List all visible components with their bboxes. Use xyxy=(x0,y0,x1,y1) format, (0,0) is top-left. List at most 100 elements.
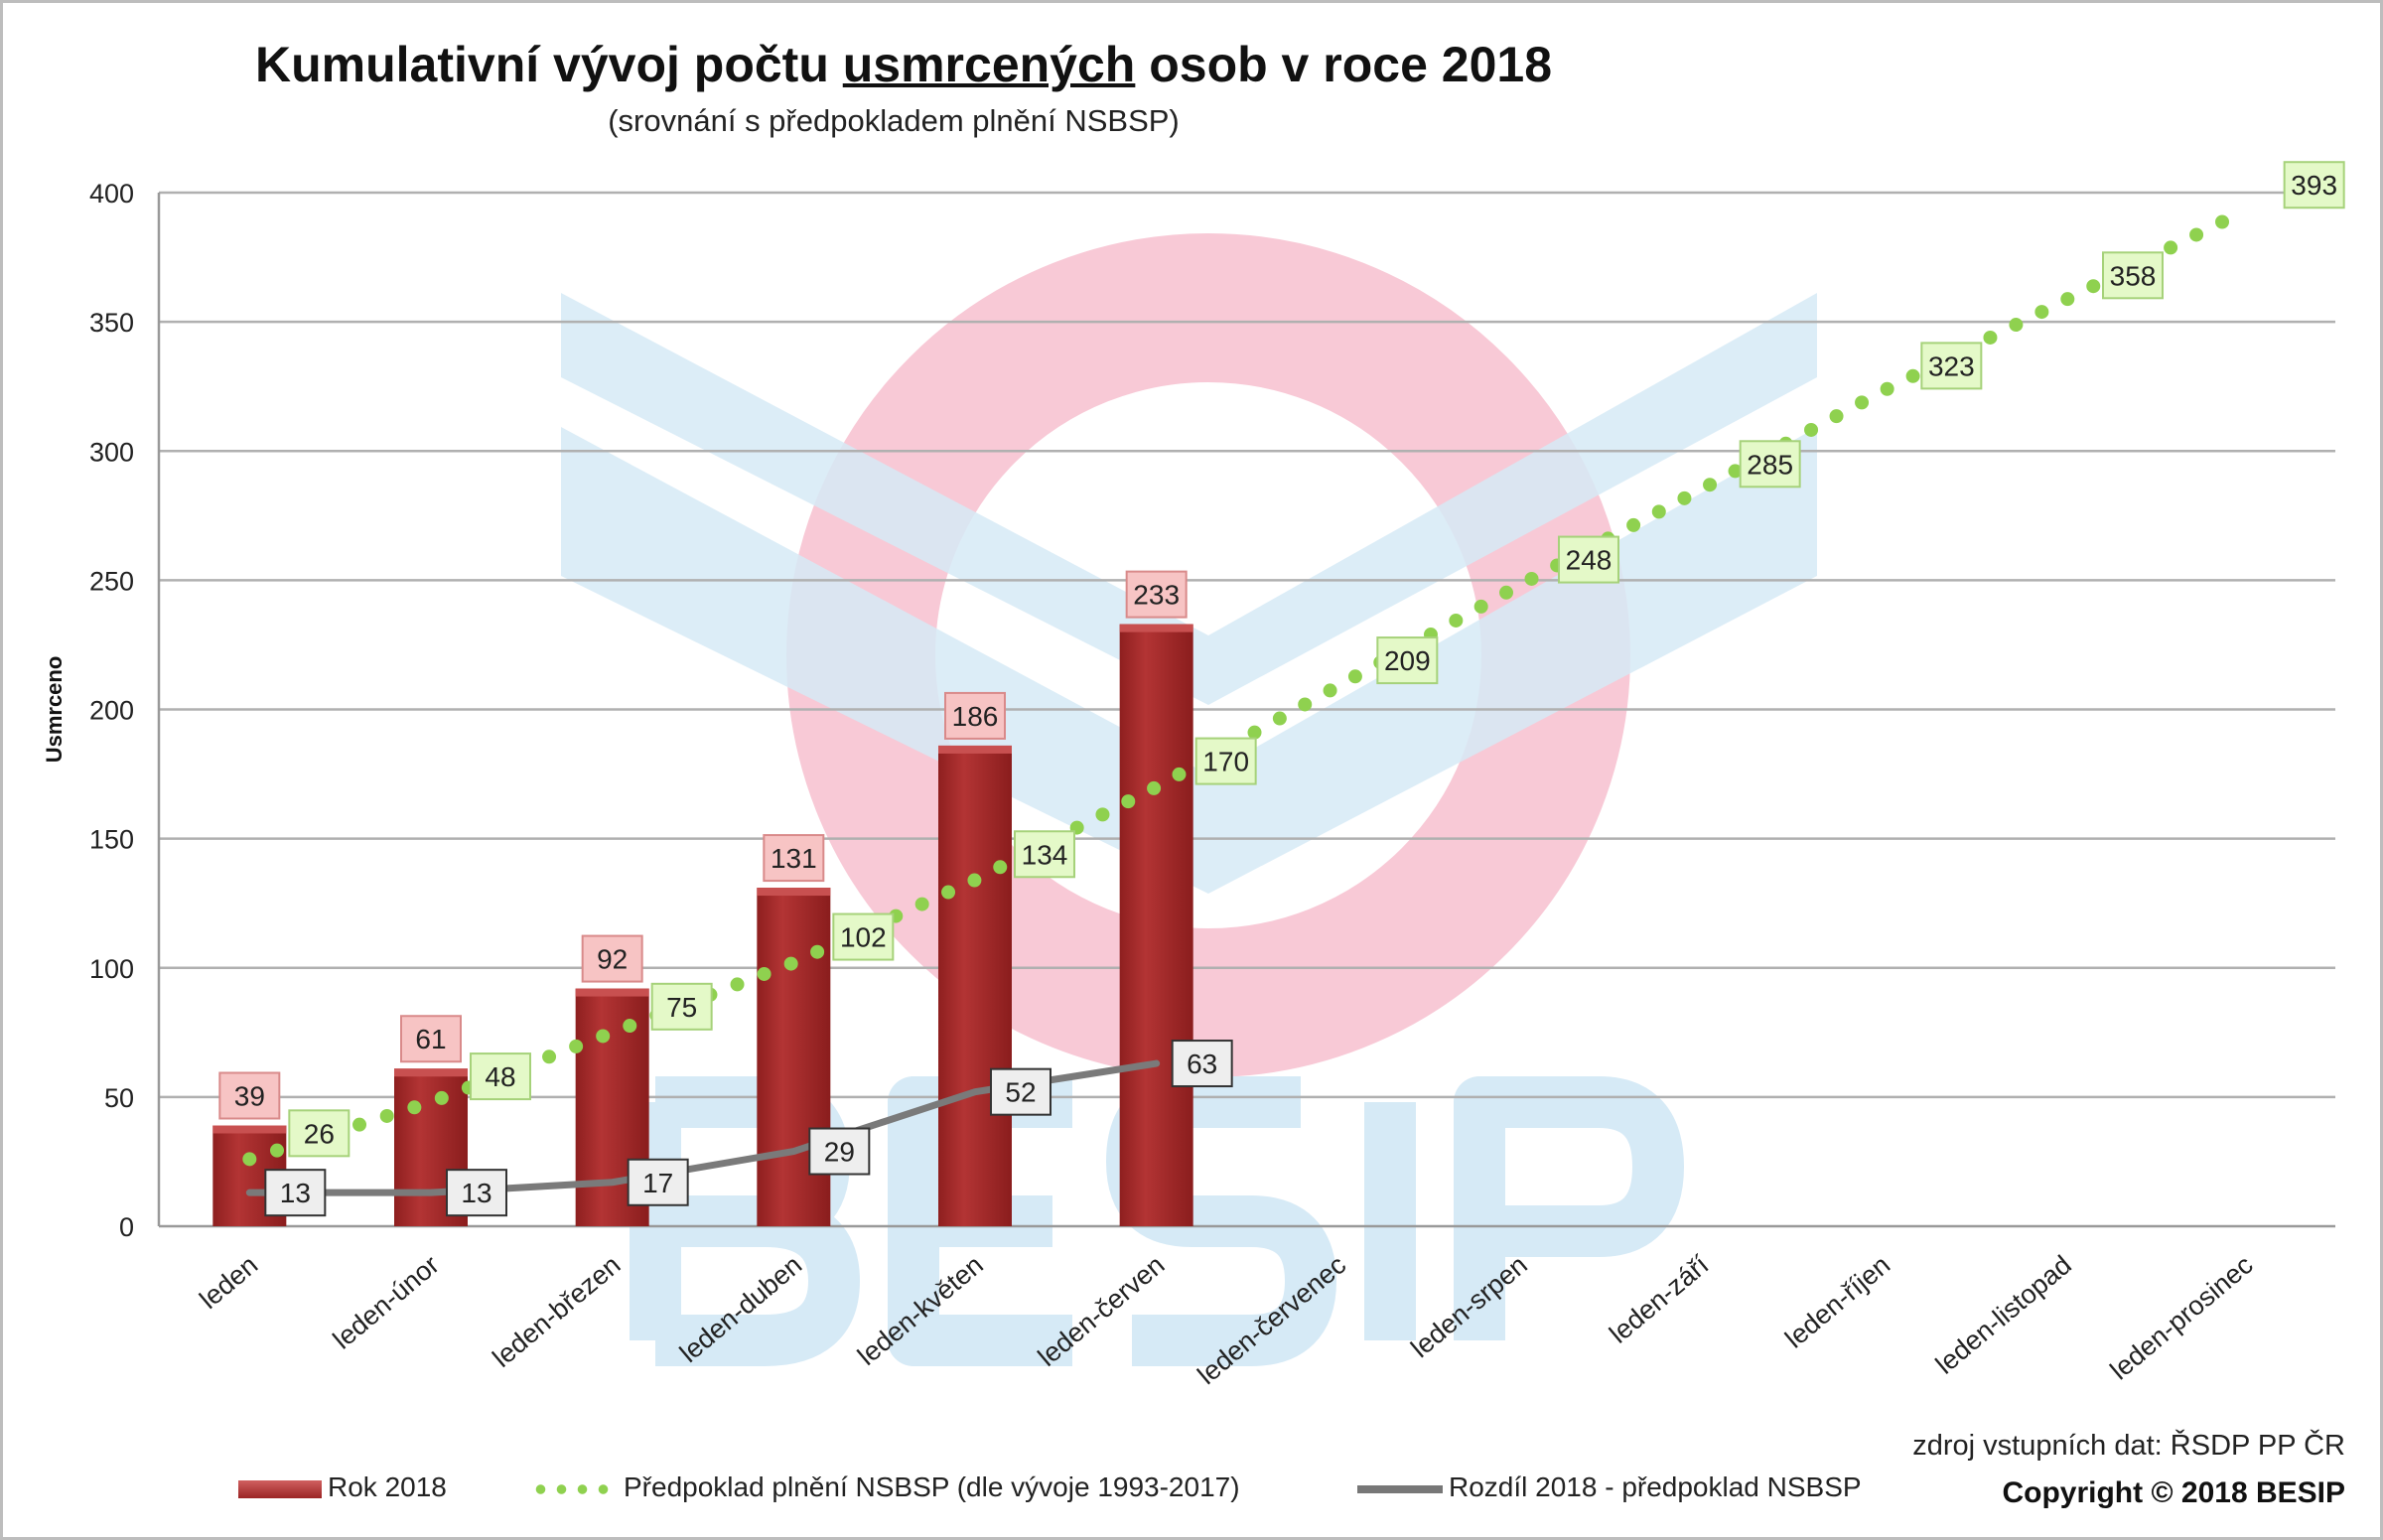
legend-label: Rok 2018 xyxy=(328,1471,447,1502)
x-tick-label: leden-září xyxy=(1604,1249,1715,1348)
y-tick-label: 400 xyxy=(89,179,134,209)
copyright: Copyright © 2018 BESIP xyxy=(2002,1476,2345,1509)
data-label-text: 102 xyxy=(840,922,887,953)
data-label-box xyxy=(581,934,643,983)
data-label-box xyxy=(944,691,1006,740)
predpoklad-data-label: 26 xyxy=(288,1109,350,1158)
data-label-box xyxy=(400,1015,462,1063)
predpoklad-data-label: 48 xyxy=(470,1052,531,1101)
title-part: osob v roce 2018 xyxy=(1135,37,1552,92)
data-label-box xyxy=(2102,251,2164,300)
bar-data-label: 39 xyxy=(218,1071,281,1120)
bar-rok-2018 xyxy=(757,888,831,1226)
data-label-text: 17 xyxy=(642,1168,673,1198)
data-label-box xyxy=(288,1109,350,1158)
data-label-text: 13 xyxy=(461,1178,491,1208)
watermark-chevron xyxy=(561,293,1817,705)
data-label-box xyxy=(1125,570,1188,619)
data-label-box xyxy=(470,1052,531,1101)
predpoklad-data-label: 134 xyxy=(1014,830,1075,879)
data-label-text: 358 xyxy=(2110,260,2157,291)
data-label-text: 75 xyxy=(666,992,697,1023)
data-label-text: 134 xyxy=(1022,839,1068,870)
data-label-text: 92 xyxy=(597,944,628,975)
legend-dots-swatch xyxy=(530,1483,616,1494)
bar-data-label: 92 xyxy=(581,934,643,983)
predpoklad-data-label: 75 xyxy=(650,982,713,1031)
predpoklad-dotted-line xyxy=(242,204,2252,1167)
y-tick-label: 250 xyxy=(89,566,134,596)
data-label-box xyxy=(808,1127,871,1176)
x-tick-label: leden-březen xyxy=(487,1250,626,1373)
data-label-box xyxy=(1739,440,1801,489)
chart-subtitle: (srovnání s předpokladem plnění NSBSP) xyxy=(608,103,1180,138)
data-label-text: 48 xyxy=(485,1061,515,1092)
source-note: zdroj vstupních dat: ŘSDP PP ČR xyxy=(1912,1430,2345,1462)
data-label-text: 131 xyxy=(771,843,817,874)
rozdil-data-label: 17 xyxy=(627,1158,689,1206)
data-label-box xyxy=(1558,535,1619,584)
chart-title: Kumulativní vývoj počtu usmrcených osob … xyxy=(0,36,1807,93)
data-label-text: 39 xyxy=(234,1081,265,1112)
predpoklad-data-label: 393 xyxy=(2283,161,2345,210)
bar-top xyxy=(394,1068,468,1077)
legend-item-predpoklad: Předpoklad plnění NSBSP (dle vývoje 1993… xyxy=(530,1471,1240,1503)
y-tick-label: 100 xyxy=(89,954,134,984)
data-label-box xyxy=(650,982,713,1031)
bar-data-label: 131 xyxy=(763,834,825,883)
data-label-box xyxy=(627,1158,689,1206)
x-tick-label: leden xyxy=(194,1250,263,1315)
data-label-text: 248 xyxy=(1566,545,1612,576)
data-label-box xyxy=(446,1169,507,1217)
y-tick-label: 200 xyxy=(89,696,134,726)
legend-label: Rozdíl 2018 - předpoklad NSBSP xyxy=(1449,1471,1862,1502)
data-label-box xyxy=(763,834,825,883)
bar-rok-2018 xyxy=(938,745,1012,1226)
data-label-text: 323 xyxy=(1928,350,1975,381)
data-label-text: 29 xyxy=(824,1137,855,1168)
bar-top xyxy=(1119,624,1193,632)
title-underlined: usmrcených xyxy=(842,37,1136,92)
predpoklad-data-label: 358 xyxy=(2102,251,2164,300)
data-label-box xyxy=(2283,161,2345,210)
y-tick-label: 50 xyxy=(104,1083,134,1113)
bar-data-label: 233 xyxy=(1125,570,1188,619)
bar-top xyxy=(575,988,649,997)
data-label-text: 26 xyxy=(304,1118,335,1149)
bar-top xyxy=(757,888,831,897)
y-tick-label: 300 xyxy=(89,437,134,467)
data-label-text: 52 xyxy=(1005,1077,1036,1108)
data-label-box xyxy=(1376,636,1439,685)
data-label-box xyxy=(264,1169,327,1217)
data-label-box xyxy=(1171,1040,1233,1088)
title-part: Kumulativní vývoj počtu xyxy=(255,37,843,92)
data-label-text: 209 xyxy=(1384,645,1431,676)
y-tick-label: 0 xyxy=(119,1212,134,1242)
bar-rok-2018 xyxy=(1119,624,1193,1226)
rozdil-data-label: 13 xyxy=(446,1169,507,1217)
predpoklad-data-label: 323 xyxy=(1920,342,1983,390)
data-label-box xyxy=(1920,342,1983,390)
y-tick-label: 350 xyxy=(89,308,134,338)
data-label-text: 233 xyxy=(1133,580,1180,611)
legend-label: Předpoklad plnění NSBSP (dle vývoje 1993… xyxy=(624,1471,1240,1502)
predpoklad-data-label: 248 xyxy=(1558,535,1619,584)
rozdil-data-label: 52 xyxy=(990,1067,1051,1116)
data-label-text: 393 xyxy=(2291,170,2337,201)
predpoklad-data-label: 170 xyxy=(1194,737,1257,785)
legend-item-rozdil: Rozdíl 2018 - předpoklad NSBSP xyxy=(1357,1471,1862,1503)
predpoklad-data-label: 285 xyxy=(1739,440,1801,489)
x-tick-label: leden-listopad xyxy=(1930,1250,2077,1380)
data-label-box xyxy=(1194,737,1257,785)
data-label-box xyxy=(990,1067,1051,1116)
x-tick-label: leden-říjen xyxy=(1779,1250,1895,1354)
data-label-box xyxy=(832,912,895,961)
legend-item-rok-2018: Rok 2018 xyxy=(238,1471,447,1503)
x-tick-label: leden-únor xyxy=(328,1250,445,1355)
rozdil-data-label: 13 xyxy=(264,1169,327,1217)
data-label-text: 186 xyxy=(952,701,999,732)
data-label-text: 170 xyxy=(1202,747,1249,777)
rozdil-data-label: 29 xyxy=(808,1127,871,1176)
